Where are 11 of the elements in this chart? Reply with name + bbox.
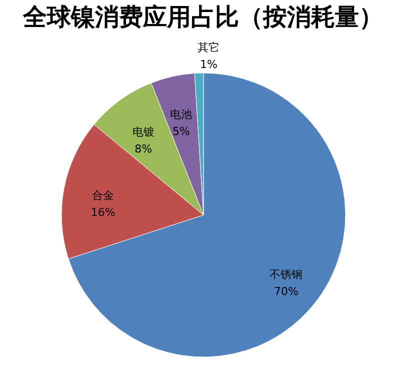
slice-label: 电镀 xyxy=(132,125,154,138)
slice-label: 不锈钢 xyxy=(270,268,303,282)
chart-title: 全球镍消费应用占比（按消耗量） xyxy=(22,2,383,31)
data-label: 70% xyxy=(274,285,298,298)
data-label: 16% xyxy=(90,206,116,219)
slice-label: 合金 xyxy=(92,188,114,202)
data-label: 1% xyxy=(200,58,218,72)
data-label: 5% xyxy=(172,125,190,138)
data-label: 8% xyxy=(134,142,152,156)
slice-label: 电池 xyxy=(170,108,192,122)
slice-label: 其它 xyxy=(198,41,220,54)
